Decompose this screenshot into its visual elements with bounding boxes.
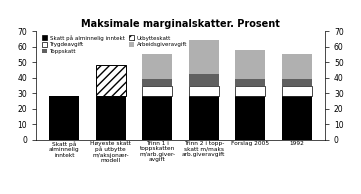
Bar <box>282 54 312 79</box>
Bar <box>96 65 126 96</box>
Bar <box>142 54 172 79</box>
Bar <box>282 79 312 86</box>
Bar <box>235 50 265 79</box>
Bar <box>235 96 265 140</box>
Bar <box>142 79 172 86</box>
Bar <box>189 86 219 96</box>
Bar <box>189 96 219 140</box>
Title: Maksimale marginalskatter. Prosent: Maksimale marginalskatter. Prosent <box>81 19 280 29</box>
Bar <box>142 86 172 96</box>
Bar <box>189 40 219 74</box>
Bar <box>189 74 219 86</box>
Legend: Skatt på alminnelig inntekt, Trygdeavgift, Toppskatt, Utbytteskatt, Arbeidsgiver: Skatt på alminnelig inntekt, Trygdeavgif… <box>42 35 187 54</box>
Bar <box>96 96 126 140</box>
Bar <box>235 86 265 96</box>
Bar <box>282 86 312 96</box>
Bar <box>235 79 265 86</box>
Bar <box>142 96 172 140</box>
Bar <box>282 96 312 140</box>
Bar <box>49 96 79 140</box>
